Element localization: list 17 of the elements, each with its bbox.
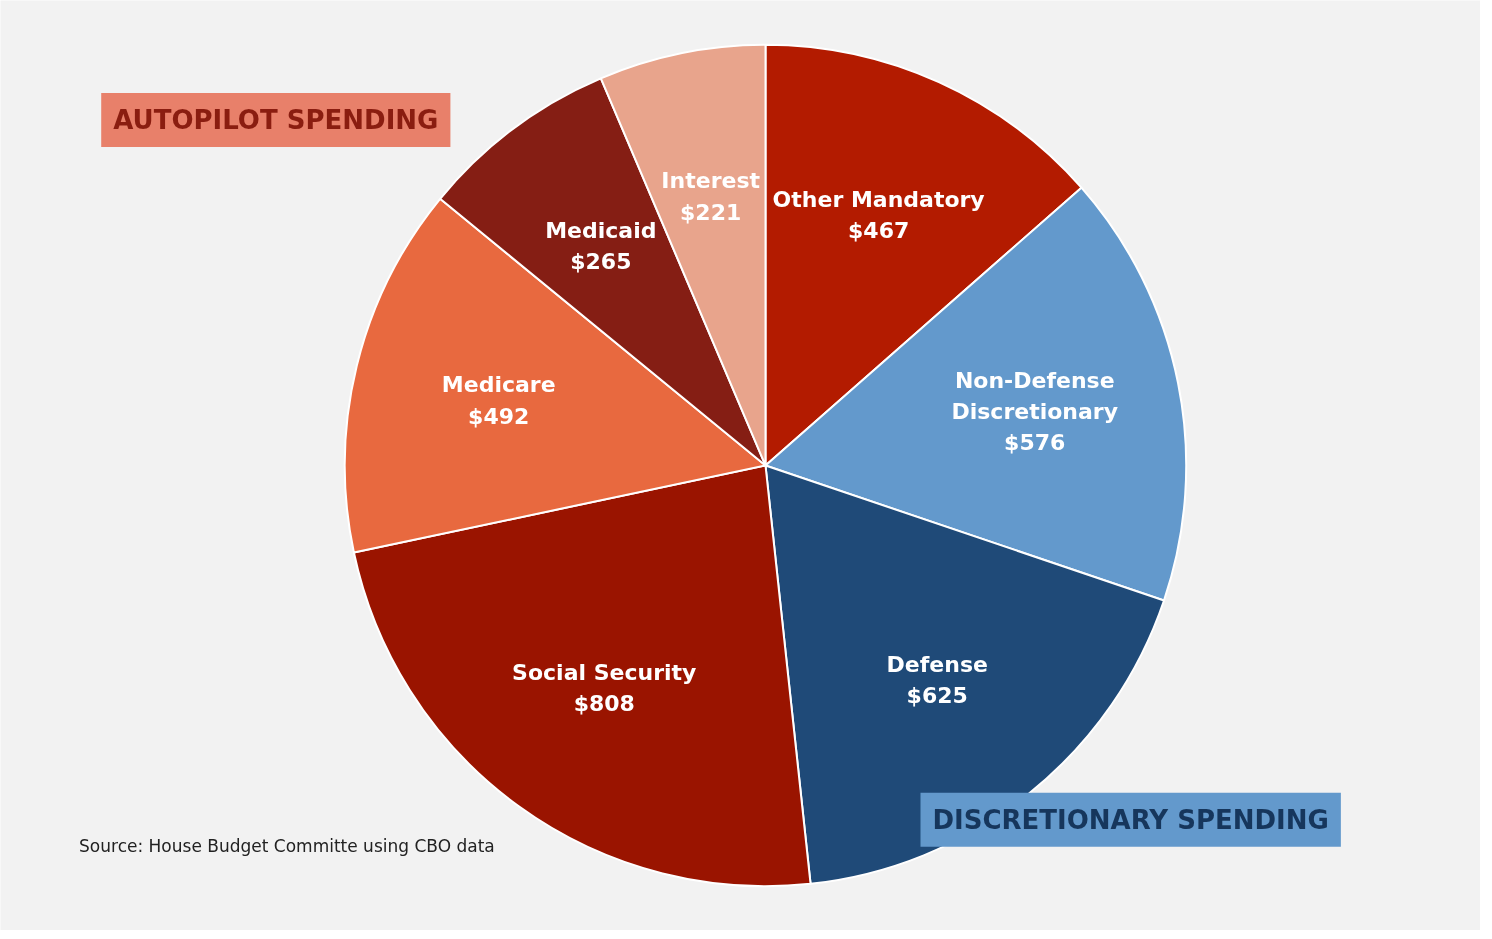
data-label: $265 (570, 248, 632, 274)
data-label: $808 (573, 690, 635, 716)
slice-label: Defense (886, 651, 988, 677)
slice-label: Medicare (441, 372, 556, 398)
data-label: $576 (1004, 430, 1066, 456)
slice-label: Non-Defense Discretionary (951, 367, 1119, 425)
data-label: $467 (848, 218, 910, 244)
slice-label: Medicaid (545, 217, 657, 243)
data-label: $221 (680, 199, 742, 225)
text: AUTOPILOT SPENDING (113, 105, 439, 136)
source-note: Source: House Budget Committe using CBO data (79, 836, 495, 857)
slice-label: Interest (661, 168, 761, 194)
slice-label: Other Mandatory (772, 187, 985, 213)
slice-label: Social Security (512, 659, 697, 685)
data-label: $625 (906, 682, 968, 708)
data-label: $492 (468, 403, 530, 429)
text: DISCRETIONARY SPENDING (932, 804, 1329, 835)
